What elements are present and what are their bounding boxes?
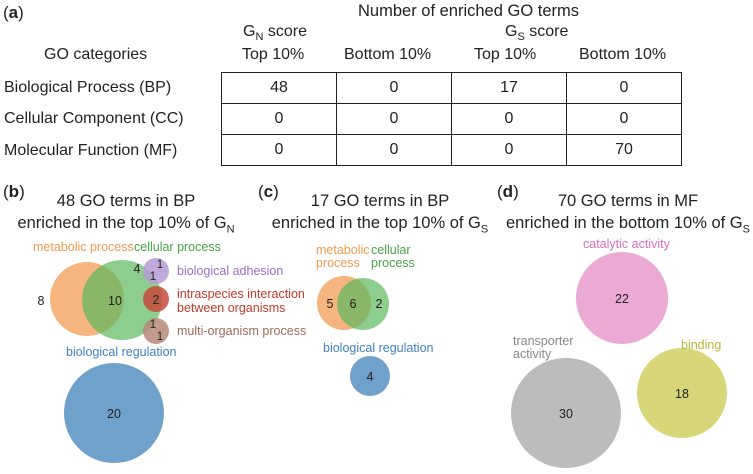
count-cellular-only-c: 2	[376, 297, 383, 311]
cell-cc-gn-top: 0	[221, 103, 337, 135]
col-header-gn-bottom: Bottom 10%	[344, 46, 432, 63]
biological-regulation-circle-b	[64, 363, 164, 463]
col-header-gs-top: Top 10%	[474, 46, 537, 63]
count-overlap-c: 6	[350, 297, 357, 311]
cellular-label-c-1: cellular	[371, 243, 411, 257]
cellular-process-circle-b	[82, 260, 162, 340]
count-catalytic: 22	[615, 292, 629, 306]
cell-mf-gs-top: 0	[451, 134, 567, 166]
panel-b-title: 48 GO terms in BP enriched in the top 10…	[17, 192, 235, 236]
go-terms-table: 48 0 17 0 0 0 0 0 0 0 0 70	[221, 72, 682, 166]
row-label-bp: Biological Process (BP)	[4, 79, 172, 96]
panel-a-label: (a)	[3, 3, 24, 22]
table-row: 0 0 0 0	[221, 103, 682, 135]
intraspecies-circle	[143, 286, 169, 312]
col-header-gs-bottom: Bottom 10%	[579, 46, 667, 63]
panel-c-title: 17 GO terms in BP enriched in the top 10…	[271, 192, 489, 236]
count-metabolic-only-b: 8	[38, 294, 45, 308]
cell-cc-gn-bottom: 0	[336, 103, 452, 135]
count-adhesion-bottom: 1	[150, 271, 156, 283]
col-header-gn-top: Top 10%	[242, 46, 305, 63]
count-multi-top: 1	[150, 319, 156, 331]
categories-header: GO categories	[44, 46, 148, 63]
cell-bp-gs-top: 17	[451, 72, 567, 104]
count-transporter: 30	[559, 407, 573, 421]
metabolic-process-label-b: metabolic process	[33, 240, 134, 254]
catalytic-activity-label: catalytic activity	[583, 237, 671, 251]
cell-cc-gs-top: 0	[451, 103, 567, 135]
table-row: 0 0 0 70	[221, 134, 682, 166]
transporter-activity-circle	[511, 358, 621, 468]
count-multi-bottom: 1	[157, 331, 163, 343]
row-label-cc: Cellular Component (CC)	[4, 110, 184, 127]
table-title: Number of enriched GO terms	[358, 2, 579, 20]
count-intraspecies: 2	[153, 293, 160, 307]
count-adhesion-top: 1	[157, 259, 163, 271]
biological-regulation-circle-c	[350, 356, 390, 396]
gn-score-header: GN score	[243, 23, 307, 44]
multi-organism-circle	[143, 318, 169, 344]
count-cellular-only-b: 4	[134, 262, 141, 276]
binding-circle	[637, 348, 727, 438]
multi-organism-label: multi-organism process	[177, 324, 306, 338]
transporter-label-2: activity	[513, 347, 552, 361]
biological-regulation-label-b: biological regulation	[66, 345, 177, 359]
count-overlap-b: 10	[108, 294, 122, 308]
cell-mf-gs-bottom: 70	[566, 134, 682, 166]
intraspecies-label-2: between organisms	[177, 301, 285, 315]
metabolic-label-c-2: process	[316, 256, 360, 270]
count-regulation-b: 20	[107, 407, 121, 421]
biological-adhesion-circle	[143, 258, 169, 284]
binding-label: binding	[681, 338, 721, 352]
biological-regulation-label-c: biological regulation	[323, 341, 434, 355]
biological-adhesion-label: biological adhesion	[177, 264, 283, 278]
count-regulation-c: 4	[367, 370, 374, 384]
cell-mf-gn-top: 0	[221, 134, 337, 166]
count-metabolic-only-c: 5	[327, 297, 334, 311]
panel-d-label: (d)	[497, 182, 519, 201]
gs-score-header: GS score	[505, 23, 569, 44]
cell-mf-gn-bottom: 0	[336, 134, 452, 166]
row-label-mf: Molecular Function (MF)	[4, 142, 178, 159]
transporter-label-1: transporter	[513, 334, 573, 348]
intraspecies-label-1: intraspecies interaction	[177, 287, 305, 301]
panel-d-title: 70 GO terms in MF enriched in the bottom…	[506, 192, 750, 236]
cellular-process-label-b: cellular process	[134, 240, 221, 254]
cell-bp-gn-top: 48	[221, 72, 337, 104]
cellular-process-circle-c	[337, 278, 389, 330]
panel-c-label: (c)	[258, 182, 279, 201]
catalytic-activity-circle	[576, 252, 668, 344]
panel-b-label: (b)	[3, 182, 25, 201]
metabolic-label-c-1: metabolic	[316, 243, 370, 257]
cellular-label-c-2: process	[371, 256, 415, 270]
count-binding: 18	[675, 387, 689, 401]
